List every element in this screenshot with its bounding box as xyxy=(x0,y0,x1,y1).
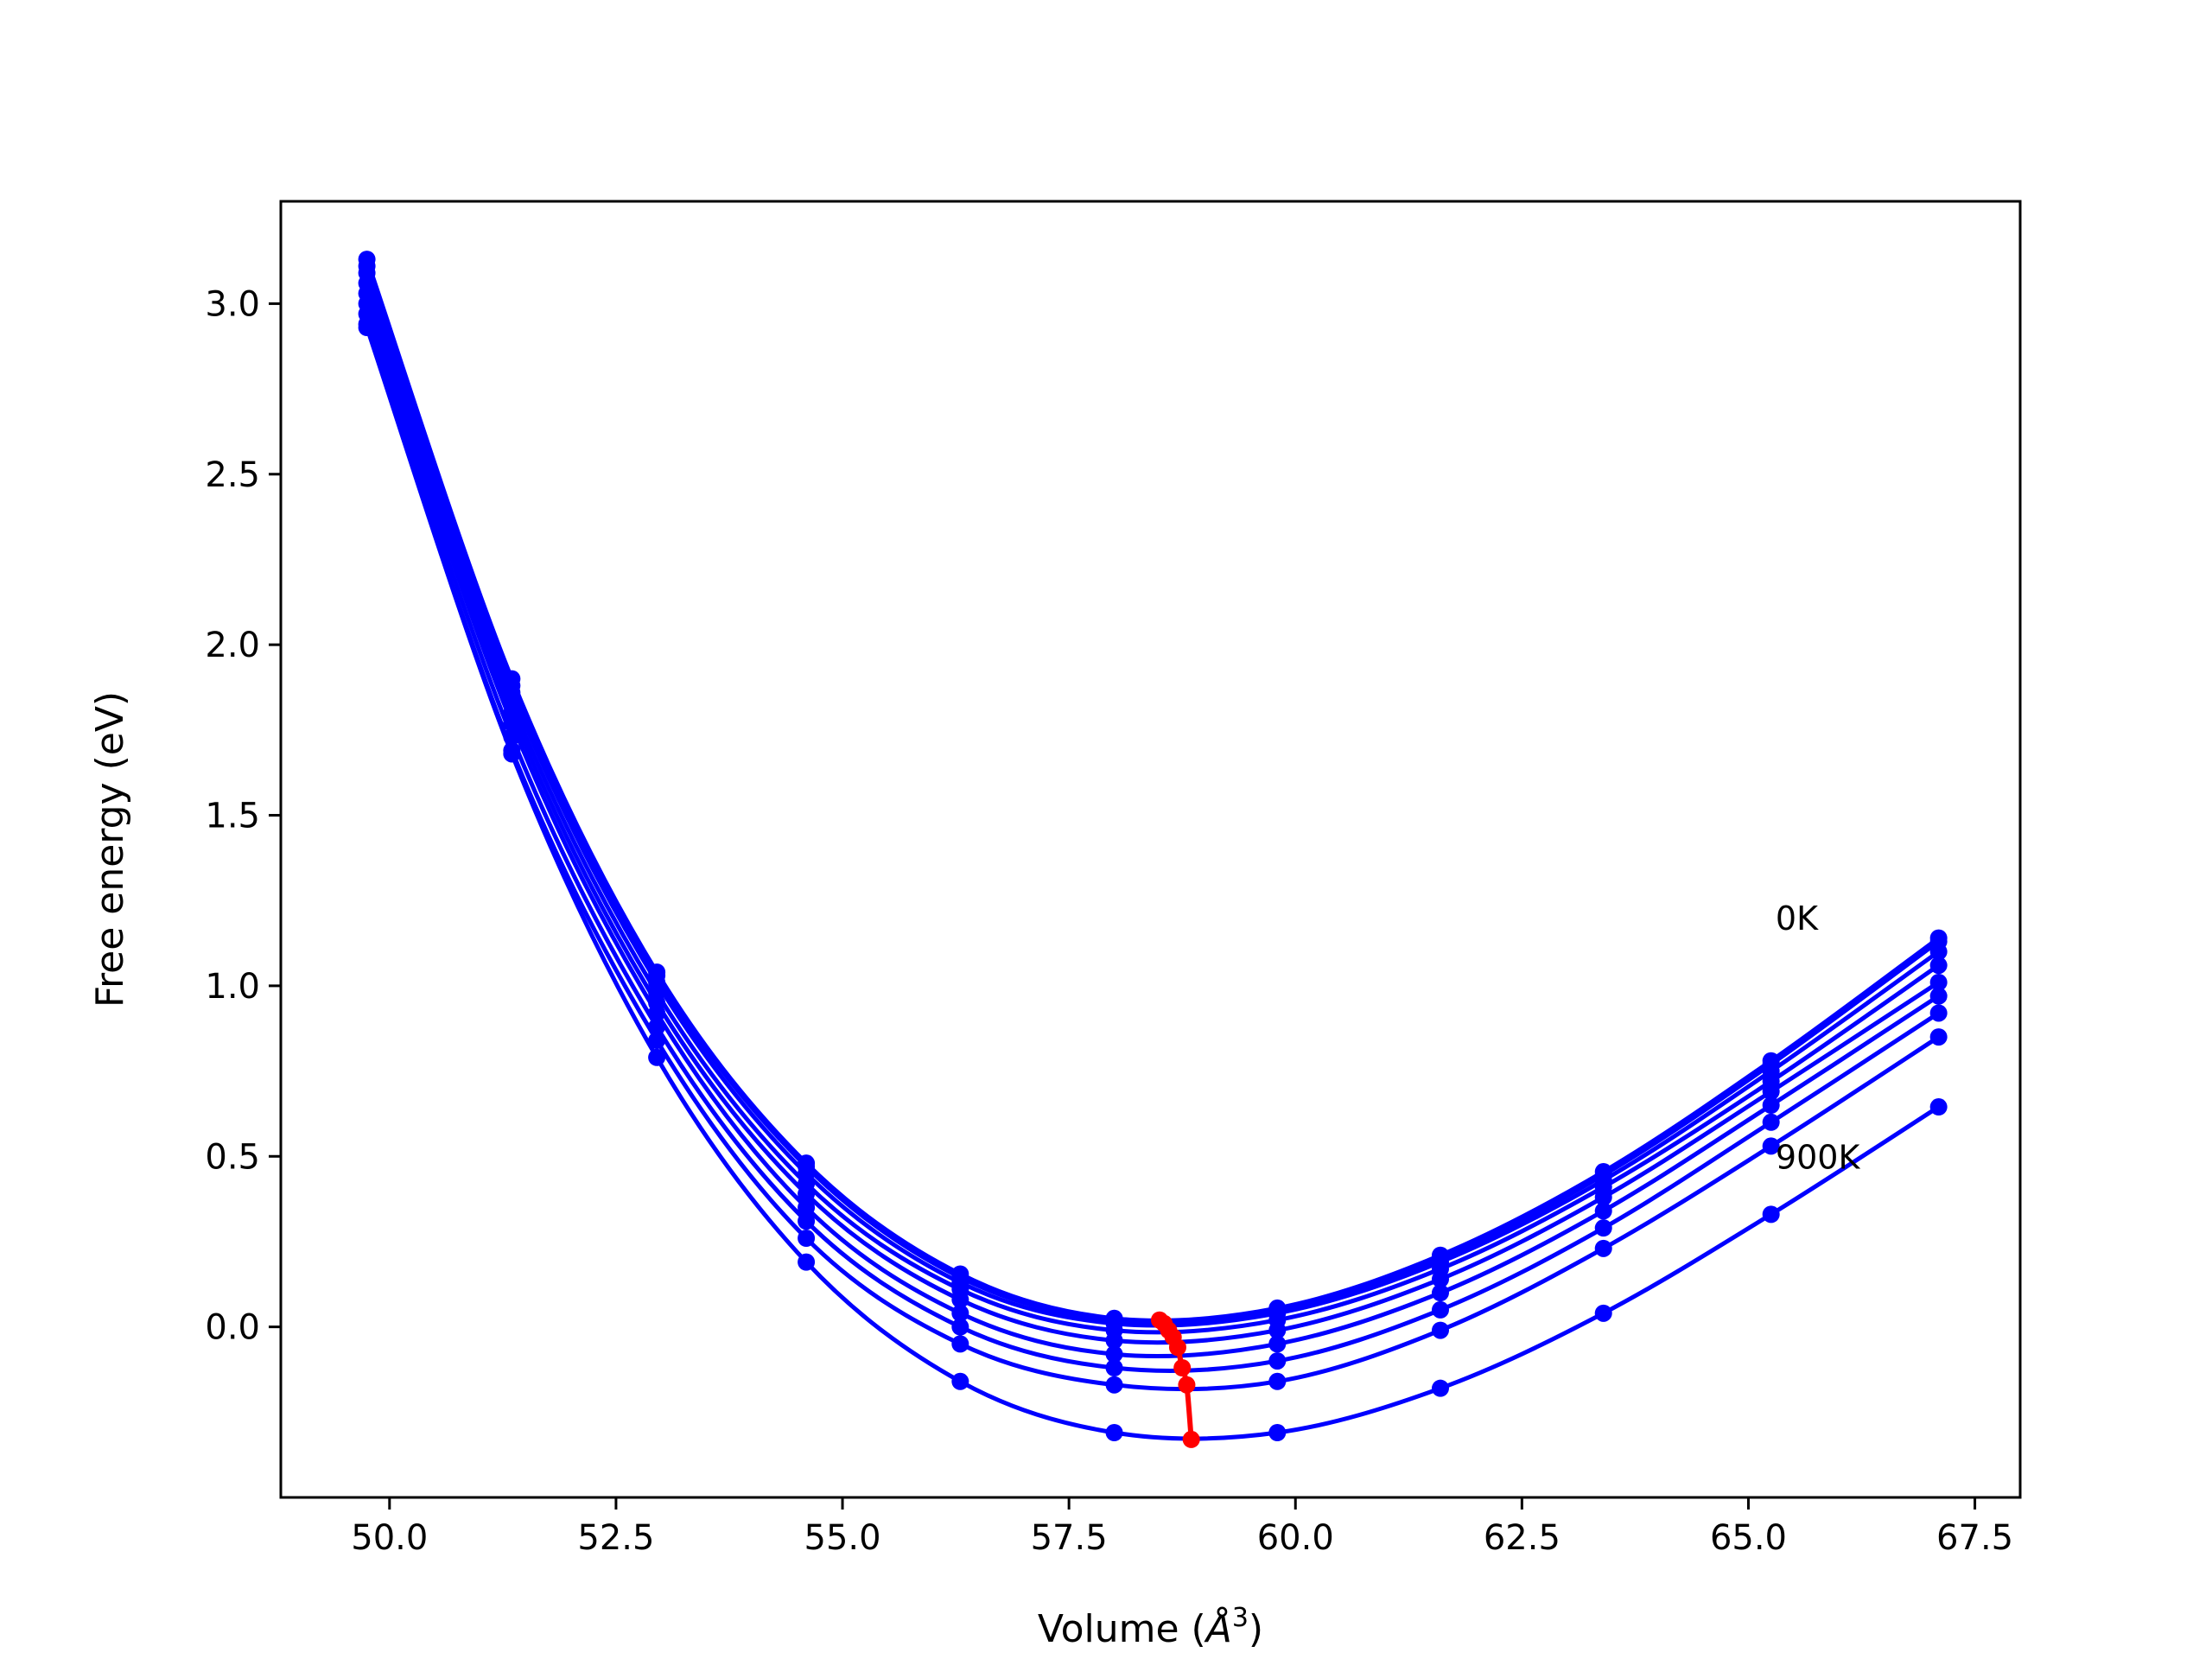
x-axis-label: Volume (Å3) xyxy=(1038,1603,1263,1651)
x-tick-label-7: 67.5 xyxy=(1936,1518,2013,1558)
data-point-s4-10 xyxy=(1929,973,1948,991)
data-point-s3-10 xyxy=(1929,957,1948,975)
y-tick-label-2: 1.0 xyxy=(205,967,260,1007)
series-line-8 xyxy=(365,327,1940,1441)
data-point-s7-8 xyxy=(1594,1239,1612,1257)
data-point-s6-8 xyxy=(1594,1219,1612,1237)
plot-area xyxy=(358,251,1948,1448)
data-point-s8-9 xyxy=(1762,1205,1780,1224)
data-point-s6-5 xyxy=(1105,1359,1123,1376)
data-point-s5-7 xyxy=(1432,1284,1449,1302)
data-point-s8-6 xyxy=(1268,1424,1287,1441)
data-point-s8-4 xyxy=(951,1372,969,1390)
series-line-7 xyxy=(365,323,1940,1392)
series-line-4 xyxy=(365,292,1940,1345)
minimum-point-7 xyxy=(1182,1430,1200,1448)
data-point-s7-4 xyxy=(951,1335,969,1353)
data-point-s4-5 xyxy=(1105,1332,1123,1350)
data-point-s4-9 xyxy=(1762,1083,1780,1101)
data-point-s4-7 xyxy=(1432,1270,1449,1288)
minimum-point-5 xyxy=(1173,1359,1192,1376)
data-point-s5-9 xyxy=(1762,1096,1780,1115)
data-point-s8-1 xyxy=(503,745,521,763)
minimum-point-6 xyxy=(1178,1376,1196,1394)
data-point-s4-4 xyxy=(951,1291,969,1309)
series-line-0 xyxy=(365,258,1941,1323)
data-point-s4-8 xyxy=(1594,1188,1612,1206)
data-point-s4-3 xyxy=(798,1185,816,1203)
series-line-6 xyxy=(365,313,1940,1373)
data-point-s5-8 xyxy=(1594,1202,1612,1220)
y-tick-label-5: 2.5 xyxy=(205,455,260,495)
data-point-s5-4 xyxy=(951,1304,969,1322)
axes-frame xyxy=(279,200,2022,1499)
data-point-s6-3 xyxy=(798,1212,816,1230)
data-point-s8-7 xyxy=(1432,1379,1449,1397)
y-tick-label-3: 1.5 xyxy=(205,797,260,836)
data-point-s8-10 xyxy=(1929,1098,1948,1116)
annotations: 0K 900K xyxy=(1776,899,1861,1176)
y-tick-label-0: 0.0 xyxy=(205,1308,260,1348)
x-tick-label-2: 55.0 xyxy=(804,1518,881,1558)
data-point-s8-5 xyxy=(1105,1424,1123,1441)
series-line-5 xyxy=(365,302,1940,1359)
series-line-2 xyxy=(365,272,1941,1328)
series-line-3 xyxy=(365,282,1941,1335)
x-tick-label-3: 57.5 xyxy=(1031,1518,1108,1558)
data-point-s5-10 xyxy=(1929,987,1948,1005)
data-point-s5-3 xyxy=(798,1198,816,1217)
y-axis-label: Free energy (eV) xyxy=(88,691,132,1007)
data-point-s7-9 xyxy=(1762,1137,1780,1155)
x-tick-label-0: 50.0 xyxy=(351,1518,428,1558)
y-tick-label-4: 2.0 xyxy=(205,626,260,665)
series-line-1 xyxy=(365,265,1941,1325)
x-tick-label-5: 62.5 xyxy=(1484,1518,1560,1558)
x-tick-label-6: 65.0 xyxy=(1710,1518,1787,1558)
data-point-s6-6 xyxy=(1268,1352,1287,1370)
data-point-s4-6 xyxy=(1268,1321,1287,1339)
annotation-0: 0K xyxy=(1776,899,1819,938)
data-point-s8-0 xyxy=(358,319,376,337)
data-point-s7-7 xyxy=(1432,1321,1449,1339)
data-point-s8-8 xyxy=(1594,1304,1612,1322)
data-point-s7-6 xyxy=(1268,1372,1287,1390)
y-tick-label-6: 3.0 xyxy=(205,284,260,324)
data-point-s6-9 xyxy=(1762,1113,1780,1131)
x-tick-label-1: 52.5 xyxy=(577,1518,654,1558)
data-point-s6-10 xyxy=(1929,1004,1948,1022)
data-point-s7-10 xyxy=(1929,1028,1948,1046)
data-point-s6-7 xyxy=(1432,1300,1449,1319)
data-point-s7-5 xyxy=(1105,1376,1123,1394)
data-point-s2-10 xyxy=(1929,943,1948,961)
data-point-s8-2 xyxy=(648,1048,666,1066)
annotation-1: 900K xyxy=(1776,1138,1861,1176)
data-point-s8-3 xyxy=(798,1253,816,1271)
data-point-s7-3 xyxy=(798,1230,816,1247)
minimum-point-4 xyxy=(1168,1338,1186,1357)
x-tick-label-4: 60.0 xyxy=(1257,1518,1334,1558)
data-point-s7-2 xyxy=(648,1032,666,1050)
data-point-s5-5 xyxy=(1105,1345,1123,1363)
ticks: 50.0 52.5 55.0 57.5 60.0 62.5 65.0 67.5 0.0 0.5 1.… xyxy=(205,284,2013,1558)
y-tick-label-1: 0.5 xyxy=(205,1137,260,1177)
data-point-s6-4 xyxy=(951,1318,969,1336)
data-point-s5-6 xyxy=(1268,1335,1287,1353)
